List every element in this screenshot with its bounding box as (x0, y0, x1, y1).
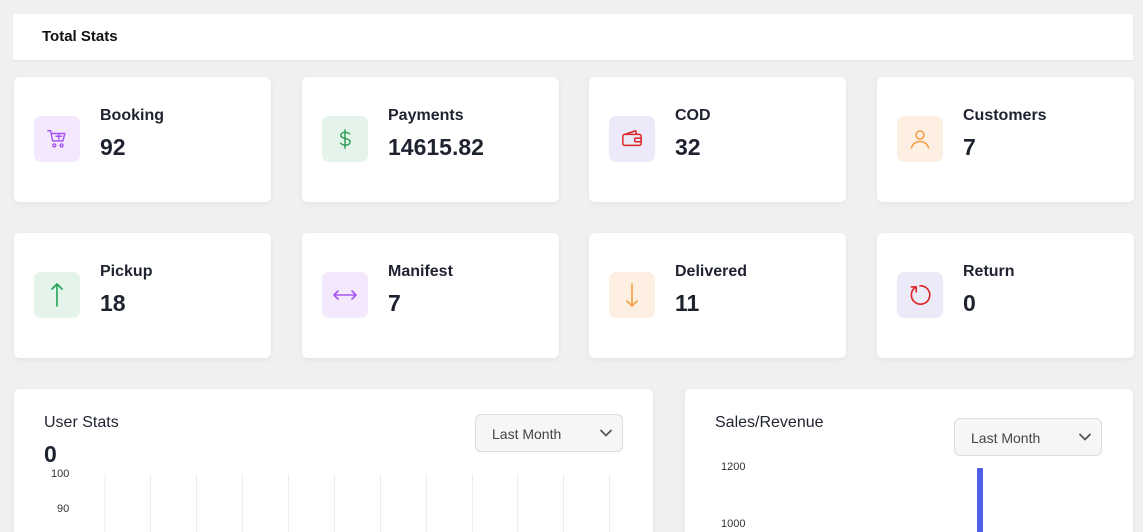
stat-label: Customers (963, 107, 1047, 124)
stat-label: Booking (100, 107, 164, 124)
y-tick-label: 1000 (721, 518, 746, 530)
y-tick-label: 100 (51, 468, 70, 480)
wallet-icon (609, 116, 655, 162)
user-stats-total: 0 (44, 441, 57, 467)
stat-card-pickup[interactable]: Pickup 18 (14, 233, 271, 358)
page-title: Total Stats (42, 28, 118, 45)
user-stats-panel: User Stats 0 Last Month 100 90 (14, 389, 653, 532)
user-stats-filter-dropdown[interactable]: Last Month (475, 414, 623, 452)
stat-card-customers[interactable]: Customers 7 (877, 77, 1134, 202)
arrow-down-icon (609, 272, 655, 318)
stat-label: COD (675, 107, 711, 124)
arrow-left-right-icon (322, 272, 368, 318)
total-stats-header: Total Stats (13, 14, 1133, 60)
y-tick-label: 1200 (721, 461, 746, 473)
stat-label: Payments (388, 107, 464, 124)
stat-label: Pickup (100, 263, 153, 280)
stat-value: 14615.82 (388, 134, 484, 160)
user-stats-title: User Stats (44, 414, 119, 431)
stat-value: 7 (388, 290, 401, 316)
sales-bar (977, 468, 983, 532)
user-icon (897, 116, 943, 162)
stat-card-return[interactable]: Return 0 (877, 233, 1134, 358)
sales-revenue-panel: Sales/Revenue Last Month 1200 1000 (685, 389, 1133, 532)
stat-value: 0 (963, 290, 976, 316)
refresh-icon (897, 272, 943, 318)
stat-value: 32 (675, 134, 701, 160)
chevron-down-icon (1079, 433, 1091, 441)
stat-label: Delivered (675, 263, 748, 280)
stat-card-payments[interactable]: Payments 14615.82 (302, 77, 559, 202)
dropdown-selected-value: Last Month (971, 430, 1041, 446)
stat-value: 7 (963, 134, 976, 160)
arrow-up-icon (34, 272, 80, 318)
chevron-down-icon (600, 429, 612, 437)
stat-card-booking[interactable]: Booking 92 (14, 77, 271, 202)
stat-value: 11 (675, 290, 700, 316)
stat-value: 92 (100, 134, 126, 160)
sales-revenue-title: Sales/Revenue (715, 414, 824, 431)
stat-label: Manifest (388, 263, 453, 280)
stat-card-delivered[interactable]: Delivered 11 (589, 233, 846, 358)
y-tick-label: 90 (57, 503, 70, 515)
stat-value: 18 (100, 290, 126, 316)
dollar-icon (322, 116, 368, 162)
user-stats-grid (104, 474, 610, 532)
dropdown-selected-value: Last Month (492, 426, 562, 442)
stat-card-manifest[interactable]: Manifest 7 (302, 233, 559, 358)
stat-label: Return (963, 263, 1015, 280)
stat-card-cod[interactable]: COD 32 (589, 77, 846, 202)
cart-icon (34, 116, 80, 162)
sales-filter-dropdown[interactable]: Last Month (954, 418, 1102, 456)
